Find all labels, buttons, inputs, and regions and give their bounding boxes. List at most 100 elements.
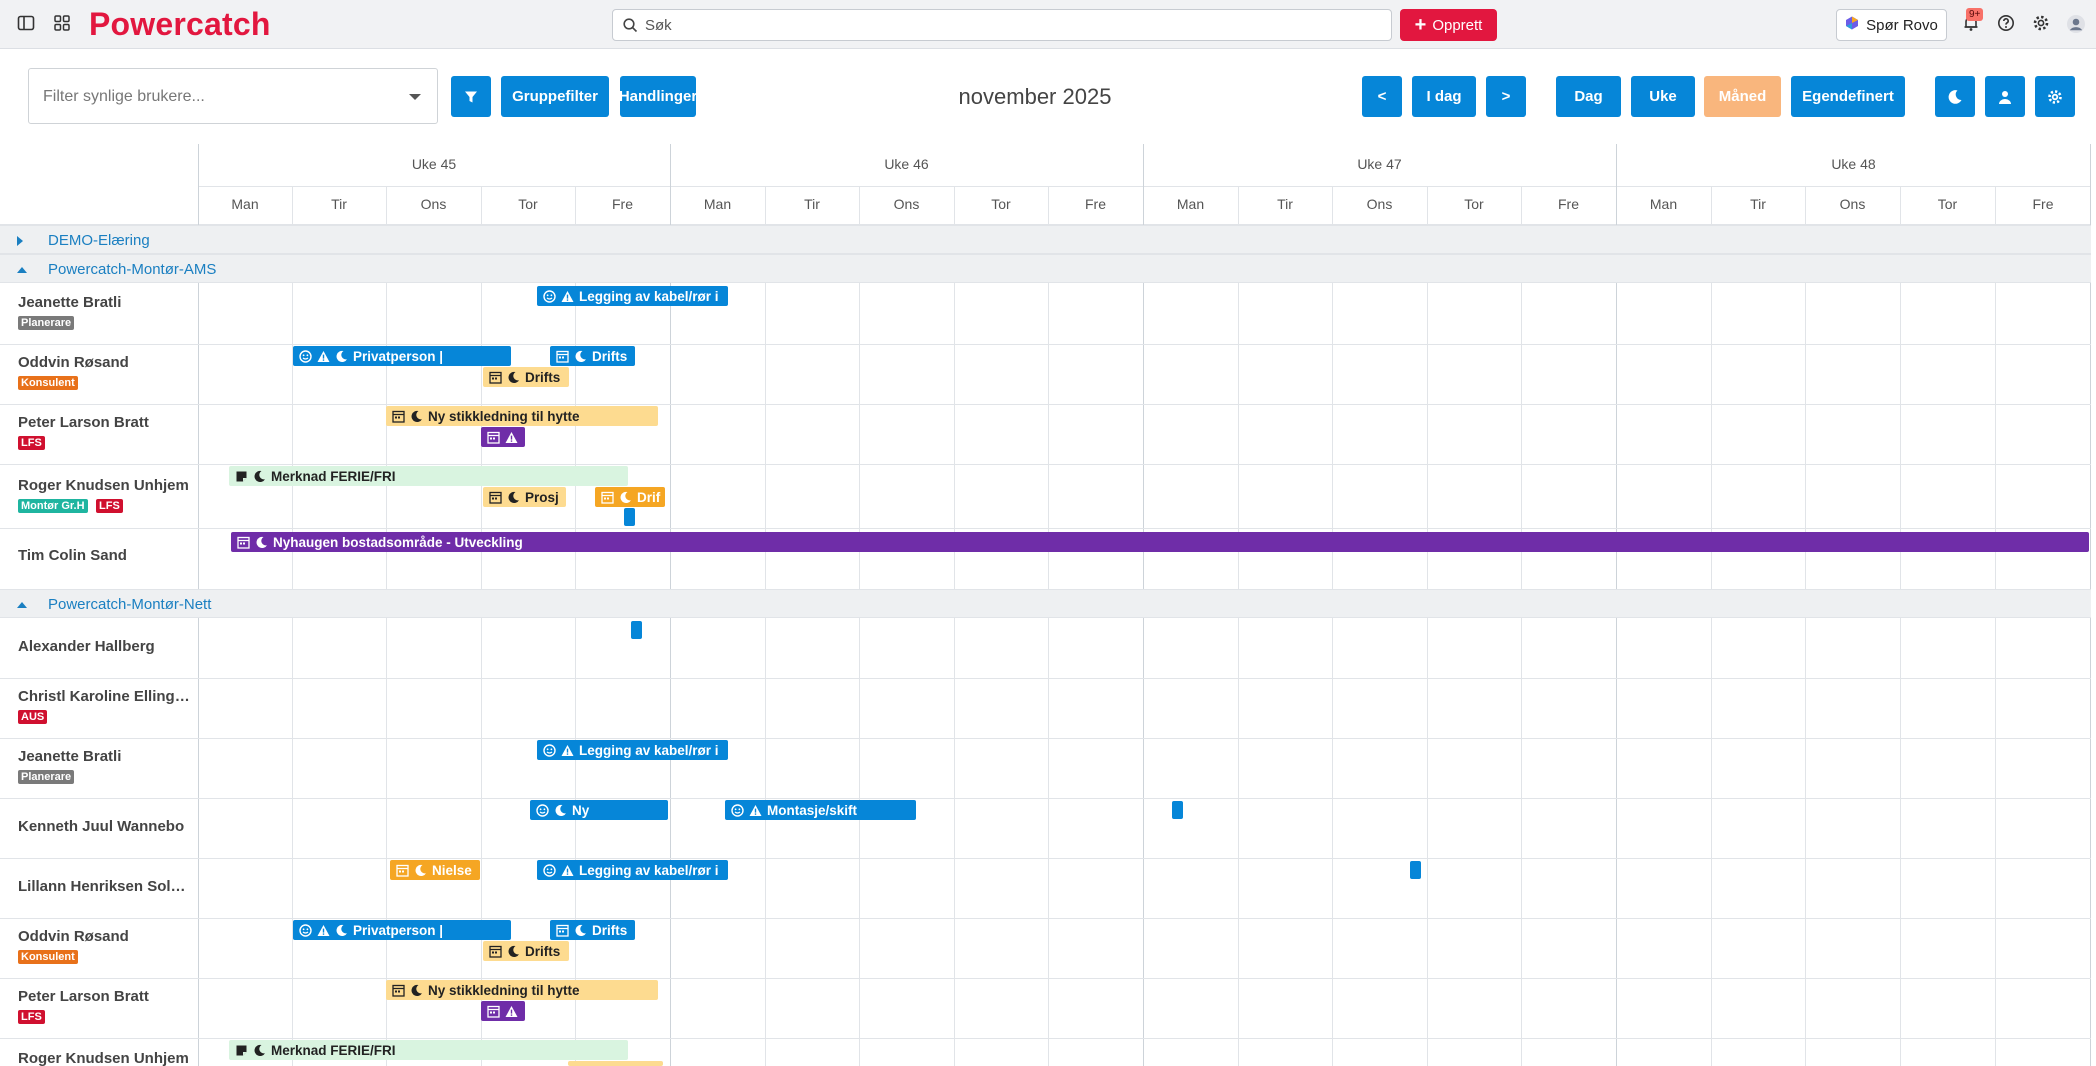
event-bar[interactable]: Nielse xyxy=(390,860,480,880)
event-bar[interactable]: Legging av kabel/rør i xyxy=(537,740,728,760)
role-tag: LFS xyxy=(96,499,123,513)
caret-up-icon[interactable] xyxy=(17,602,27,608)
event-title: Drifts xyxy=(592,922,628,938)
row-divider xyxy=(0,464,2091,465)
resource-name[interactable]: Jeanette Bratli xyxy=(18,748,122,765)
group-filter-button[interactable]: Gruppefilter xyxy=(501,76,609,117)
sidebar-toggle-icon[interactable] xyxy=(17,14,37,34)
ask-rovo-button[interactable]: Spør Rovo xyxy=(1836,9,1947,41)
event-bar[interactable]: Montasje/skift xyxy=(725,800,916,820)
event-bar[interactable]: Privatperson | xyxy=(293,920,511,940)
group-label[interactable]: Powercatch-Montør-AMS xyxy=(48,261,217,278)
group-row-demo-elaering[interactable]: DEMO-Elæring xyxy=(0,225,2091,254)
event-bar[interactable]: Drifts xyxy=(483,941,569,961)
header-bottom-border xyxy=(0,224,2091,225)
event-bar[interactable]: Merknad FERIE/FRI xyxy=(229,1040,628,1060)
event-bar[interactable]: Ny xyxy=(530,800,668,820)
grid-line xyxy=(1900,186,1901,1066)
warning-icon xyxy=(561,744,574,757)
role-tag: LFS xyxy=(18,436,45,450)
user-filter-select[interactable]: Filter synlige brukere... xyxy=(28,68,438,124)
event-bar[interactable]: Nyhaugen bostadsområde - Utveckling xyxy=(231,532,2089,552)
warning-icon xyxy=(561,290,574,303)
previous-period-button[interactable]: < xyxy=(1362,76,1402,117)
app-logo[interactable]: Powercatch xyxy=(89,6,271,42)
resource-name[interactable]: Lillann Henriksen Solberg xyxy=(18,878,190,895)
event-bar[interactable]: Ny stikkledning til hytte xyxy=(386,406,658,426)
settings-gear-icon[interactable] xyxy=(2032,14,2052,34)
caret-up-icon[interactable] xyxy=(17,267,27,273)
rovo-icon xyxy=(1845,16,1859,34)
event-marker[interactable] xyxy=(1410,861,1421,879)
event-bar[interactable]: Drifts xyxy=(483,367,569,387)
group-label[interactable]: Powercatch-Montør-Nett xyxy=(48,596,212,613)
resource-name[interactable]: Kenneth Juul Wannebo xyxy=(18,818,185,835)
event-bar[interactable]: Prosj xyxy=(483,487,566,507)
grid-line xyxy=(1711,186,1712,1066)
help-icon[interactable] xyxy=(1997,14,2017,34)
moon-icon xyxy=(619,491,632,504)
event-bar[interactable]: Ny stikkledning til hytte xyxy=(386,980,658,1000)
resource-name[interactable]: Oddvin Røsand xyxy=(18,928,129,945)
caret-right-icon[interactable] xyxy=(17,236,23,246)
resource-name[interactable]: Oddvin Røsand xyxy=(18,354,129,371)
day-label: Ons xyxy=(1366,196,1393,212)
warning-icon xyxy=(561,864,574,877)
resource-name[interactable]: Peter Larson Bratt xyxy=(18,414,149,431)
group-row-montor-ams[interactable]: Powercatch-Montør-AMS xyxy=(0,254,2091,283)
event-marker[interactable] xyxy=(1172,801,1183,819)
filter-button[interactable] xyxy=(451,76,491,117)
day-label: Tir xyxy=(331,196,347,212)
day-label: Man xyxy=(1176,196,1205,212)
grid-line xyxy=(386,186,387,1066)
create-button[interactable]: + Opprett xyxy=(1400,9,1497,41)
resource-name[interactable]: Peter Larson Bratt xyxy=(18,988,149,1005)
app-switcher-icon[interactable] xyxy=(53,14,73,34)
event-marker[interactable] xyxy=(631,621,642,639)
event-bar[interactable] xyxy=(481,427,525,447)
view-week-button[interactable]: Uke xyxy=(1631,76,1695,117)
event-title: Privatperson | xyxy=(353,922,444,938)
resource-name[interactable]: Roger Knudsen Unhjem xyxy=(18,477,189,494)
calendar-settings-button[interactable] xyxy=(2035,76,2075,117)
event-title: Ny xyxy=(572,802,590,818)
event-marker[interactable] xyxy=(624,508,635,526)
search-input[interactable] xyxy=(645,10,1375,40)
moon-icon xyxy=(507,491,520,504)
view-day-button[interactable]: Dag xyxy=(1556,76,1621,117)
event-bar[interactable]: Drifts xyxy=(550,346,635,366)
night-mode-button[interactable] xyxy=(1935,76,1975,117)
resource-name[interactable]: Jeanette Bratli xyxy=(18,294,122,311)
resource-name[interactable]: Tim Colin Sand xyxy=(18,547,127,564)
grid-line xyxy=(954,186,955,1066)
day-label: Tir xyxy=(1750,196,1766,212)
event-title: Nielse xyxy=(432,862,472,878)
group-label[interactable]: DEMO-Elæring xyxy=(48,232,150,249)
event-title: Drifts xyxy=(592,348,628,364)
event-bar[interactable]: Merknad FERIE/FRI xyxy=(229,466,628,486)
user-avatar-icon[interactable] xyxy=(2066,14,2086,34)
group-row-montor-nett[interactable]: Powercatch-Montør-Nett xyxy=(0,589,2091,618)
event-bar[interactable] xyxy=(481,1001,525,1021)
warning-icon xyxy=(505,431,518,444)
today-button[interactable]: I dag xyxy=(1412,76,1476,117)
next-period-button[interactable]: > xyxy=(1486,76,1526,117)
event-bar[interactable]: Drif xyxy=(595,487,665,507)
event-bar[interactable]: Legging av kabel/rør i xyxy=(537,286,728,306)
view-month-button[interactable]: Måned xyxy=(1704,76,1781,117)
user-settings-button[interactable] xyxy=(1985,76,2025,117)
actions-button[interactable]: Handlinger xyxy=(619,76,697,117)
row-divider xyxy=(0,918,2091,919)
create-button-label: Opprett xyxy=(1432,16,1483,34)
event-bar[interactable]: Drifts xyxy=(550,920,635,940)
view-custom-button[interactable]: Egendefinert xyxy=(1791,76,1905,117)
event-bar[interactable]: Privatperson | xyxy=(293,346,511,366)
resource-name[interactable]: Alexander Hallberg xyxy=(18,638,155,655)
event-bar[interactable] xyxy=(568,1061,663,1066)
resource-name[interactable]: Christl Karoline Ellingsen xyxy=(18,688,190,705)
search-box[interactable] xyxy=(612,9,1392,41)
event-bar[interactable]: Legging av kabel/rør i xyxy=(537,860,728,880)
day-label: Tor xyxy=(518,196,538,212)
resource-name[interactable]: Roger Knudsen Unhjem xyxy=(18,1050,189,1066)
event-title: Drif xyxy=(637,489,661,505)
